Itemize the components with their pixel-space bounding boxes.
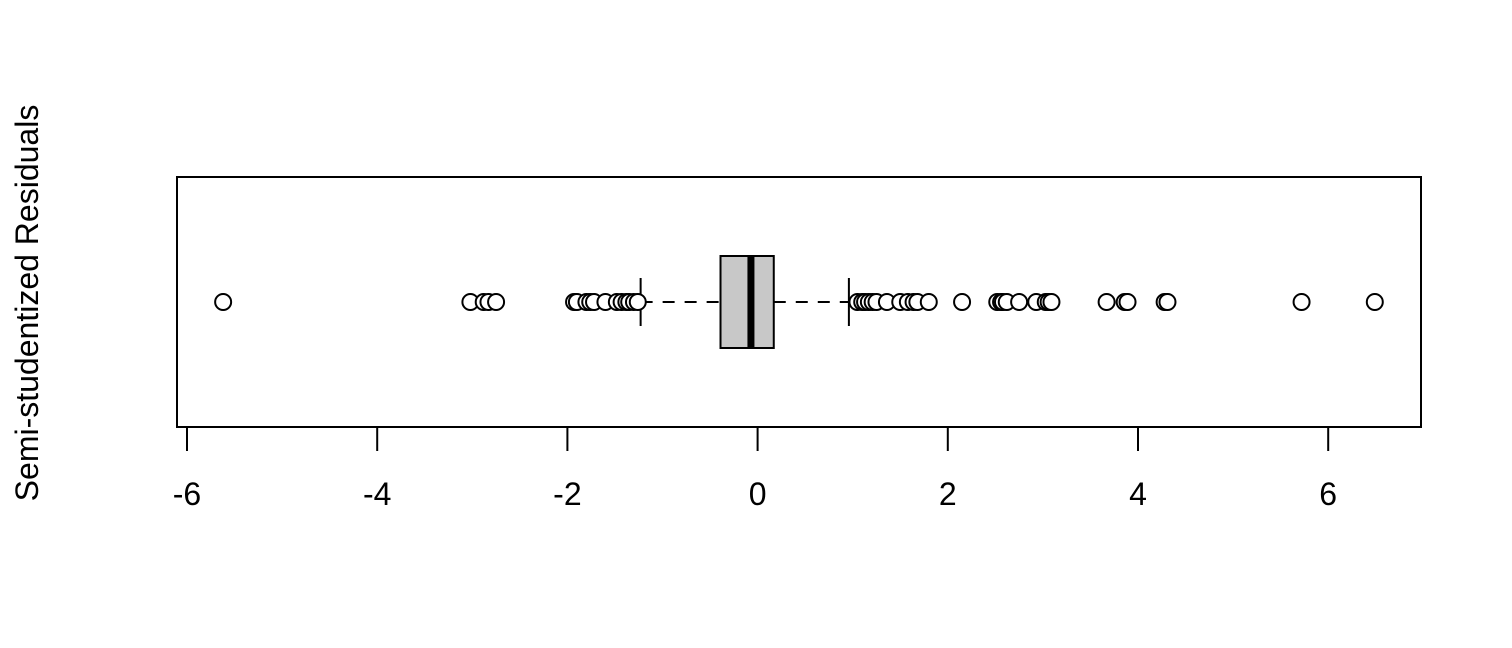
- outlier-point: [1292, 293, 1311, 311]
- outlier-point: [628, 293, 647, 311]
- x-tick-label: -6: [173, 476, 201, 512]
- outlier-point: [487, 293, 506, 311]
- x-tick-label: 0: [749, 476, 767, 512]
- outlier-point: [919, 293, 938, 311]
- outlier-point: [1042, 293, 1061, 311]
- x-tick-label: 2: [939, 476, 957, 512]
- outlier-point: [1365, 293, 1384, 311]
- outlier-point: [1010, 293, 1029, 311]
- outlier-point: [214, 293, 233, 311]
- outlier-point: [1097, 293, 1116, 311]
- interquartile-box: [719, 255, 775, 349]
- outlier-point: [1158, 293, 1177, 311]
- x-tick-label: 6: [1319, 476, 1337, 512]
- outlier-point: [953, 293, 972, 311]
- outlier-point: [1118, 293, 1137, 311]
- y-axis-label: Semi-studentized Residuals: [9, 105, 45, 502]
- plot-region: -6 -4 -2 0 2 4 6: [173, 176, 1422, 512]
- x-tick-label: -4: [363, 476, 391, 512]
- x-tick-label: -2: [553, 476, 581, 512]
- x-tick-label: 4: [1129, 476, 1147, 512]
